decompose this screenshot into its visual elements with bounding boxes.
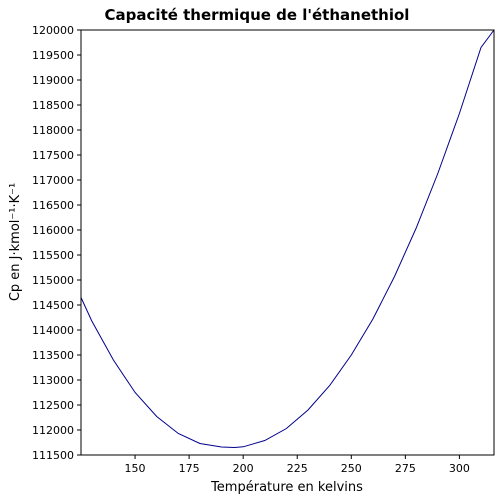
y-tick-label: 117000 bbox=[32, 174, 74, 187]
y-tick-label: 115000 bbox=[32, 274, 74, 287]
x-tick-label: 200 bbox=[233, 462, 254, 475]
y-tick-label: 117500 bbox=[32, 149, 74, 162]
y-tick-label: 116500 bbox=[32, 199, 74, 212]
x-tick-label: 225 bbox=[287, 462, 308, 475]
y-tick-label: 119000 bbox=[32, 74, 74, 87]
series-line bbox=[80, 29, 495, 449]
y-tick-label: 112500 bbox=[32, 399, 74, 412]
y-axis-label: Cp en J·kmol⁻¹·K⁻¹ bbox=[8, 183, 23, 301]
y-axis: 111500 112000 112500 113000 113500 114000 1145… bbox=[32, 24, 81, 462]
y-tick-label: 111500 bbox=[32, 449, 74, 462]
x-axis: 150 175 200 225 250 275 300 bbox=[125, 455, 470, 475]
y-tick-label: 115500 bbox=[32, 249, 74, 262]
y-tick-label: 118500 bbox=[32, 99, 74, 112]
y-tick-label: 119500 bbox=[32, 49, 74, 62]
x-tick-label: 150 bbox=[125, 462, 146, 475]
x-tick-label: 250 bbox=[341, 462, 362, 475]
y-tick-label: 112000 bbox=[32, 424, 74, 437]
plot-frame bbox=[80, 29, 495, 456]
y-tick-label: 114000 bbox=[32, 324, 74, 337]
y-tick-label: 114500 bbox=[32, 299, 74, 312]
x-tick-label: 275 bbox=[395, 462, 416, 475]
y-tick-label: 118000 bbox=[32, 124, 74, 137]
x-tick-label: 300 bbox=[449, 462, 470, 475]
y-tick-label: 113500 bbox=[32, 349, 74, 362]
y-tick-label: 120000 bbox=[32, 24, 74, 37]
y-tick-label: 113000 bbox=[32, 374, 74, 387]
x-tick-label: 175 bbox=[179, 462, 200, 475]
y-tick-label: 116000 bbox=[32, 224, 74, 237]
chart-title: Capacité thermique de l'éthanethiol bbox=[105, 6, 410, 24]
x-axis-label: Température en kelvins bbox=[210, 480, 363, 495]
